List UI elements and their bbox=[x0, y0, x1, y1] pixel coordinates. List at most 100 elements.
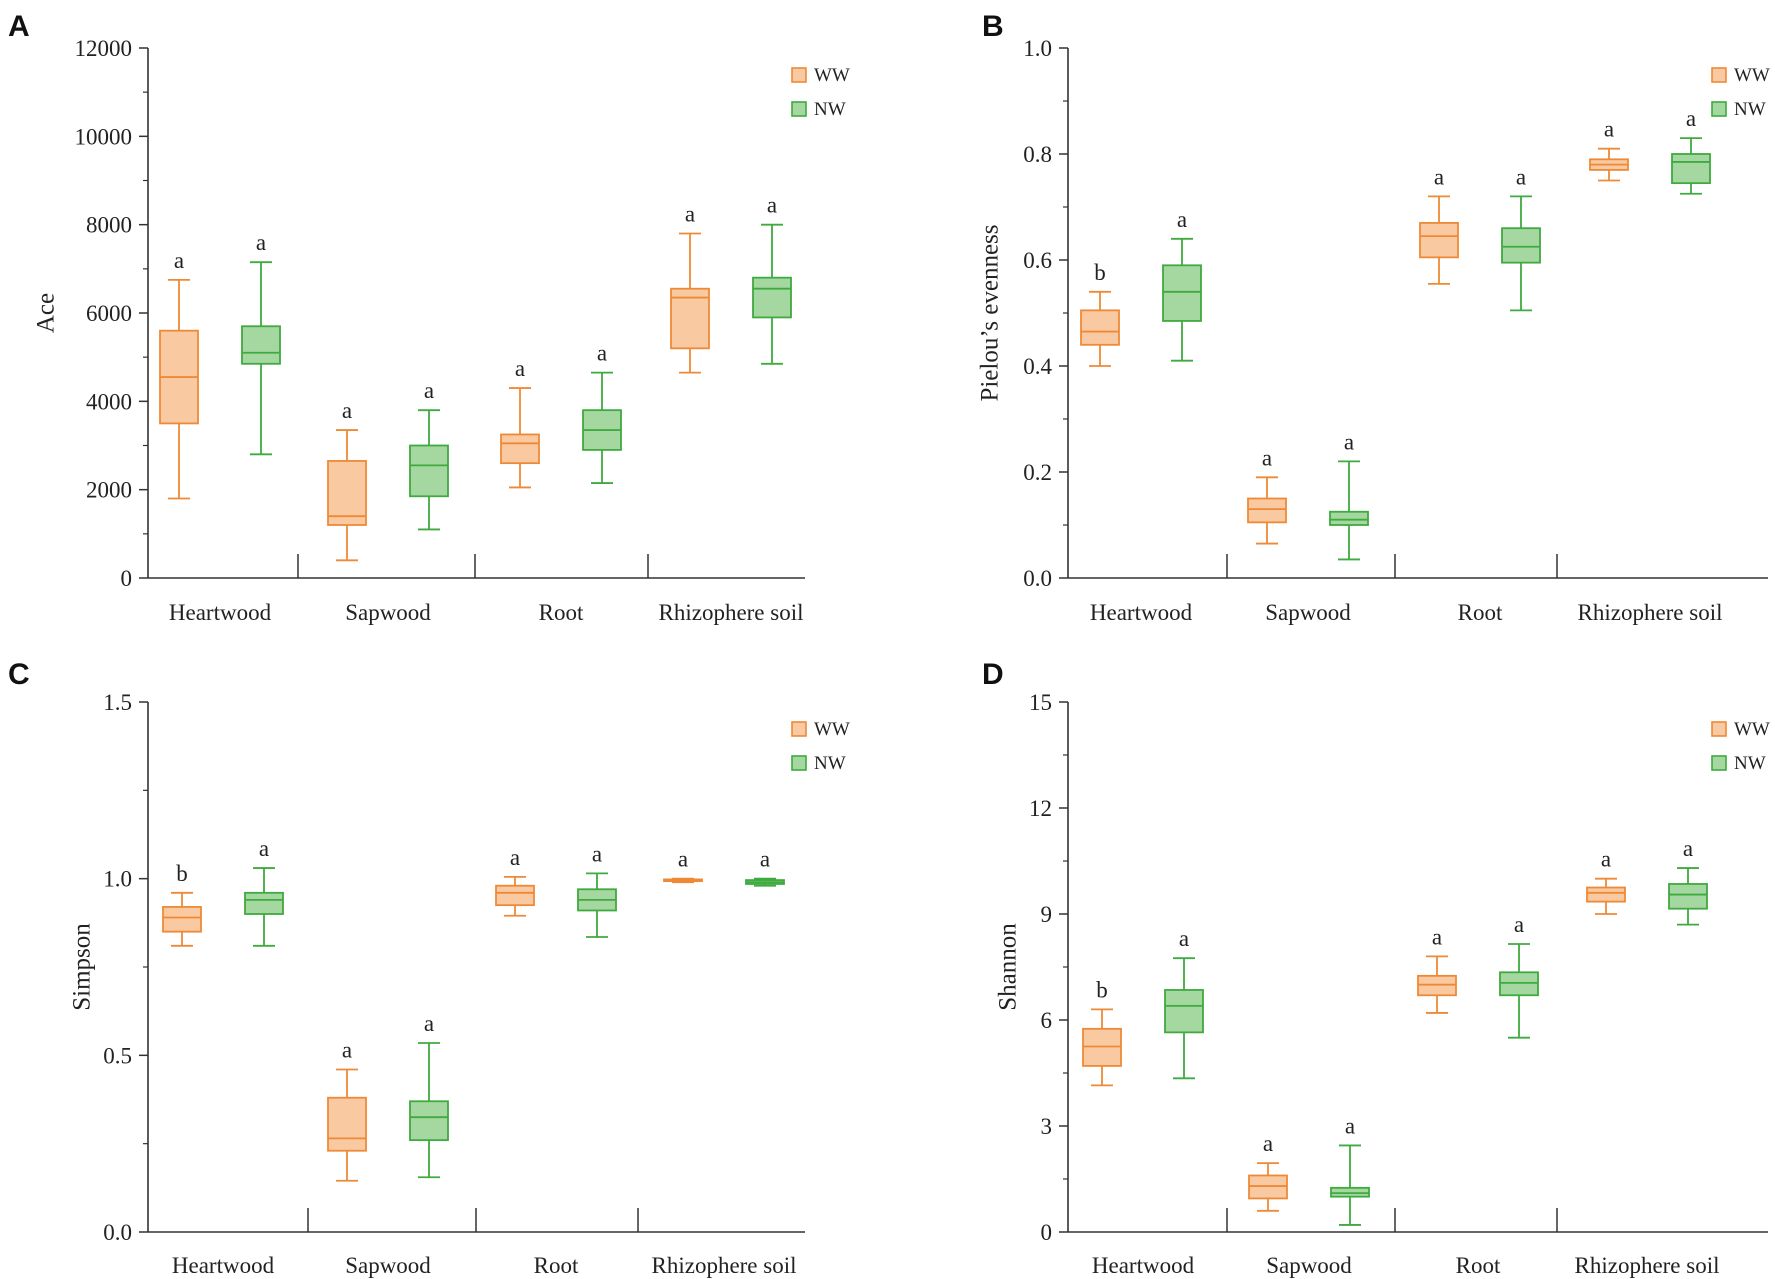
box-NW: a bbox=[244, 836, 284, 947]
legend-label-NW: NW bbox=[814, 753, 846, 774]
box-iqr bbox=[1329, 510, 1369, 526]
box-NW: a bbox=[745, 847, 785, 887]
legend-swatch-WW bbox=[1711, 721, 1727, 737]
category-label: Root bbox=[1458, 600, 1503, 625]
box-NW: a bbox=[1671, 106, 1711, 195]
box-iqr bbox=[409, 1100, 449, 1142]
legend-swatch-NW bbox=[791, 755, 807, 771]
y-tick-label: 4000 bbox=[86, 389, 132, 414]
box-WW: b bbox=[162, 861, 202, 947]
box-NW: a bbox=[577, 841, 617, 938]
y-tick-label: 3 bbox=[1041, 1114, 1053, 1139]
panel-A: A 0 2000 4000 6000 8000 10000 12000 Ace Heartwood… bbox=[8, 10, 850, 625]
box-iqr bbox=[1668, 883, 1708, 910]
significance-letter: a bbox=[597, 341, 607, 366]
box-NW: a bbox=[409, 378, 449, 531]
significance-letter: a bbox=[256, 230, 266, 255]
significance-letter: a bbox=[1516, 164, 1526, 189]
legend-label-NW: NW bbox=[1734, 753, 1766, 774]
y-tick-label: 1.0 bbox=[103, 867, 132, 892]
box-WW: a bbox=[670, 202, 710, 374]
y-tick-label: 0.4 bbox=[1023, 354, 1052, 379]
category-label: Rhizophere soil bbox=[1578, 600, 1723, 625]
box-WW: a bbox=[1589, 117, 1629, 182]
category-label: Root bbox=[1456, 1253, 1501, 1278]
y-tick-label: 2000 bbox=[86, 478, 132, 503]
legend-swatch-WW bbox=[791, 721, 807, 737]
legend-swatch-NW bbox=[1711, 101, 1727, 117]
box-iqr bbox=[1671, 153, 1711, 185]
box-iqr bbox=[1501, 227, 1541, 264]
category-label: Rhizophere soil bbox=[652, 1253, 797, 1278]
significance-letter: a bbox=[1344, 429, 1354, 454]
panel-letter: D bbox=[982, 658, 1004, 691]
y-tick-label: 12 bbox=[1029, 796, 1052, 821]
category-label: Rhizophere soil bbox=[1575, 1253, 1720, 1278]
box-WW: a bbox=[1247, 445, 1287, 545]
significance-letter: a bbox=[174, 248, 184, 273]
y-tick-label: 0 bbox=[121, 566, 133, 591]
category-label: Sapwood bbox=[345, 600, 431, 625]
significance-letter: b bbox=[176, 861, 188, 886]
box-WW: a bbox=[1248, 1131, 1288, 1212]
y-tick-label: 6 bbox=[1041, 1008, 1053, 1033]
category-label: Heartwood bbox=[1090, 600, 1193, 625]
legend-swatch-NW bbox=[791, 101, 807, 117]
significance-letter: a bbox=[1601, 847, 1611, 872]
significance-letter: a bbox=[1262, 445, 1272, 470]
category-label: Rhizophere soil bbox=[659, 600, 804, 625]
y-tick-label: 12000 bbox=[75, 36, 133, 61]
panel-letter: C bbox=[8, 658, 30, 691]
significance-letter: b bbox=[1094, 260, 1106, 285]
y-tick-label: 0.0 bbox=[103, 1220, 132, 1245]
category-label: Heartwood bbox=[169, 600, 272, 625]
box-iqr bbox=[500, 433, 540, 465]
significance-letter: a bbox=[1604, 117, 1614, 142]
significance-letter: a bbox=[1434, 164, 1444, 189]
box-WW: a bbox=[159, 248, 199, 500]
y-axis-label: Shannon bbox=[995, 923, 1022, 1011]
panel-B: B 0.0 0.2 0.4 0.6 0.8 1.0 Pielou’s evenness Hear… bbox=[977, 10, 1770, 625]
box-iqr bbox=[1419, 221, 1459, 259]
legend-swatch-WW bbox=[791, 67, 807, 83]
legend-swatch-NW bbox=[1711, 755, 1727, 771]
significance-letter: a bbox=[342, 1037, 352, 1062]
box-iqr bbox=[1586, 886, 1626, 903]
box-iqr bbox=[327, 1096, 367, 1152]
box-NW: a bbox=[1164, 926, 1204, 1080]
box-WW: a bbox=[1586, 847, 1626, 915]
significance-letter: a bbox=[1179, 926, 1189, 951]
panel-C: C 0.0 0.5 1.0 1.5 Simpson Heartwood Sapwood Root… bbox=[8, 658, 850, 1278]
y-tick-label: 0.5 bbox=[103, 1043, 132, 1068]
legend-label-NW: NW bbox=[814, 99, 846, 120]
box-WW: b bbox=[1080, 260, 1120, 367]
legend-label-WW: WW bbox=[1734, 719, 1770, 740]
category-label: Sapwood bbox=[1266, 1253, 1352, 1278]
y-tick-label: 15 bbox=[1029, 690, 1052, 715]
legend-label-NW: NW bbox=[1734, 99, 1766, 120]
significance-letter: a bbox=[678, 847, 688, 872]
significance-letter: a bbox=[424, 1011, 434, 1036]
legend-label-WW: WW bbox=[1734, 65, 1770, 86]
box-iqr bbox=[1080, 309, 1120, 346]
box-iqr bbox=[241, 325, 281, 365]
y-tick-label: 0.8 bbox=[1023, 142, 1052, 167]
significance-letter: a bbox=[342, 398, 352, 423]
box-NW: a bbox=[1499, 912, 1539, 1039]
panel-D: D 0 3 6 9 12 15 Shannon Heartwood Sapwood Root Rhiz… bbox=[982, 658, 1770, 1278]
significance-letter: a bbox=[515, 356, 525, 381]
significance-letter: a bbox=[1345, 1113, 1355, 1138]
y-tick-label: 8000 bbox=[86, 213, 132, 238]
category-label: Sapwood bbox=[1265, 600, 1351, 625]
box-iqr bbox=[327, 460, 367, 526]
y-tick-label: 0 bbox=[1041, 1220, 1053, 1245]
box-WW: a bbox=[327, 1037, 367, 1182]
y-tick-label: 1.5 bbox=[103, 690, 132, 715]
box-NW: a bbox=[241, 230, 281, 456]
box-WW: a bbox=[495, 845, 535, 917]
significance-letter: a bbox=[1514, 912, 1524, 937]
significance-letter: a bbox=[1263, 1131, 1273, 1156]
y-axis-label: Simpson bbox=[69, 923, 96, 1011]
box-iqr bbox=[1162, 264, 1202, 322]
